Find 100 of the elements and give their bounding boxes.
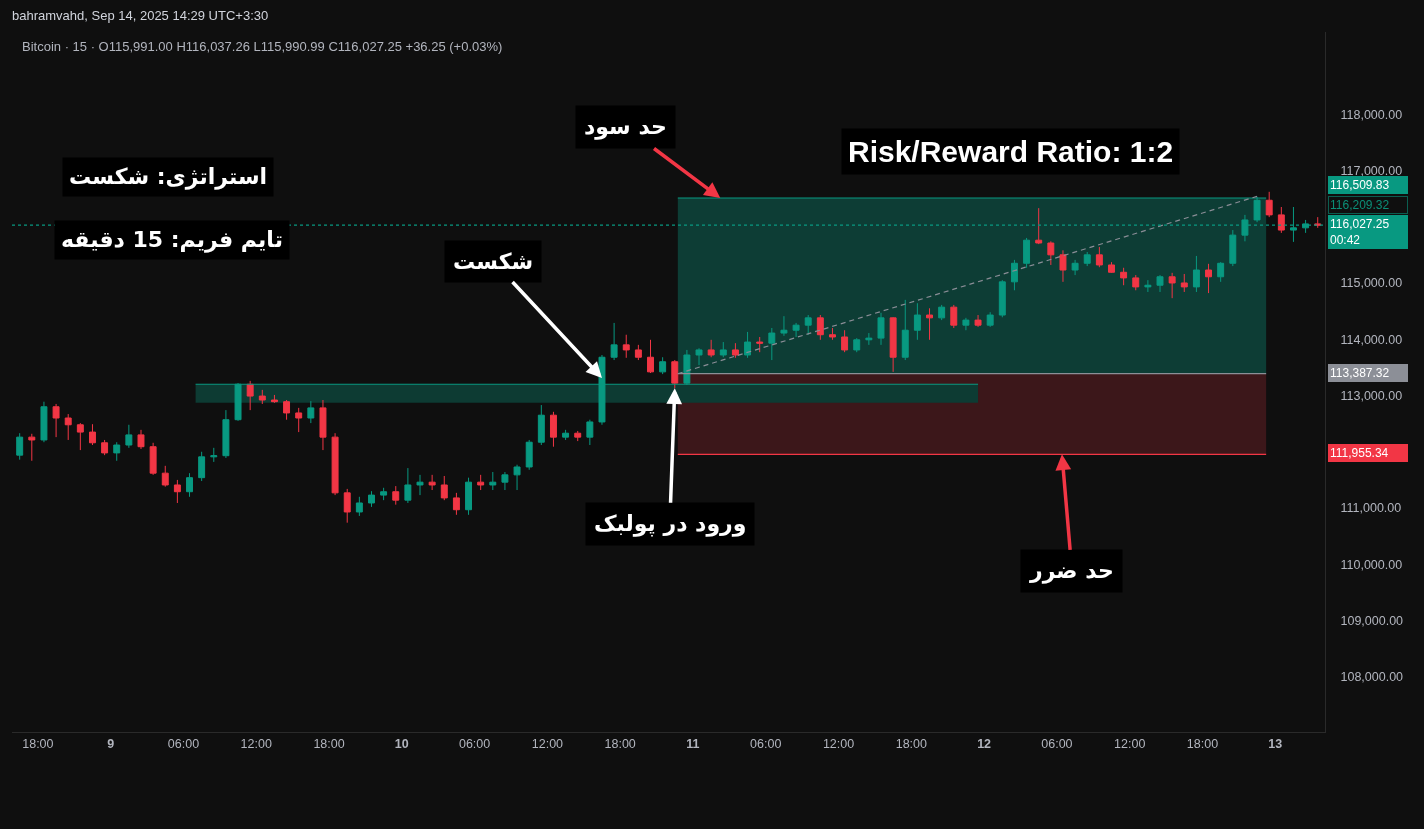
candlestick bbox=[1192, 255, 1200, 293]
annotation: استراتژی: شکست bbox=[69, 164, 268, 190]
candlestick bbox=[816, 314, 824, 341]
candlestick bbox=[525, 439, 533, 471]
x-tick-label: 06:00 bbox=[167, 737, 200, 751]
y-tick-label: 117,000.00 bbox=[1340, 163, 1403, 178]
annotation: شکست bbox=[453, 249, 534, 274]
candlestick bbox=[1277, 206, 1285, 234]
candlestick bbox=[1120, 267, 1128, 286]
x-tick-label: 13 bbox=[1268, 737, 1283, 751]
x-tick-label: 12 bbox=[977, 737, 992, 751]
candlestick bbox=[1168, 272, 1176, 299]
chart-title: bahramvahd, Sep 14, 2025 14:29 UTC+3:30 bbox=[12, 7, 269, 23]
candlestick bbox=[452, 492, 460, 516]
candlestick bbox=[1132, 274, 1140, 291]
candlestick bbox=[404, 467, 412, 504]
candlestick bbox=[610, 322, 618, 361]
candlestick bbox=[853, 337, 861, 353]
candlestick bbox=[465, 477, 473, 516]
candlestick bbox=[113, 441, 121, 462]
candlestick bbox=[756, 336, 764, 353]
candlestick bbox=[513, 464, 521, 491]
candlestick bbox=[804, 314, 812, 336]
x-tick-label: 12:00 bbox=[1114, 737, 1146, 751]
candlestick bbox=[549, 411, 557, 448]
candlestick bbox=[926, 307, 933, 341]
x-tick-label: 18:00 bbox=[895, 737, 928, 751]
candlestick bbox=[731, 342, 739, 359]
candlestick bbox=[647, 339, 654, 374]
candlestick bbox=[101, 439, 109, 456]
text: 116,509.83 bbox=[1330, 178, 1390, 192]
y-tick-label: 109,000.00 bbox=[1340, 613, 1404, 628]
candlestick bbox=[1180, 273, 1188, 293]
candlestick bbox=[1205, 263, 1213, 294]
annotation: تایم فریم: 15 دقیقه bbox=[61, 227, 283, 253]
text: 111,955.34 bbox=[1330, 446, 1389, 460]
y-tick-label: 110,000.00 bbox=[1340, 557, 1403, 572]
candlestick bbox=[1265, 191, 1273, 218]
candlestick bbox=[477, 474, 485, 491]
candlestick bbox=[368, 490, 375, 508]
candlestick bbox=[998, 279, 1006, 318]
candlestick bbox=[659, 356, 667, 375]
candlestick bbox=[671, 359, 679, 389]
candlestick bbox=[52, 403, 60, 438]
candlestick bbox=[1156, 274, 1164, 293]
candlestick bbox=[343, 488, 351, 524]
annotation: Risk/Reward Ratio: 1:2 bbox=[848, 135, 1174, 168]
candlestick bbox=[355, 496, 363, 517]
candlestick bbox=[501, 471, 509, 491]
candlestick bbox=[901, 299, 909, 361]
annotation: ورود در پولبک bbox=[594, 511, 747, 537]
candlestick bbox=[64, 413, 72, 441]
candlestick bbox=[792, 322, 800, 338]
x-tick-label: 12:00 bbox=[531, 737, 564, 751]
candlestick bbox=[428, 474, 436, 491]
x-tick-label: 10 bbox=[394, 737, 409, 751]
candlestick bbox=[695, 347, 703, 366]
candlestick bbox=[1047, 240, 1055, 266]
candlestick bbox=[270, 394, 278, 404]
x-tick-label: 12:00 bbox=[240, 737, 272, 751]
candlestick bbox=[137, 429, 145, 450]
candlestick bbox=[719, 341, 727, 358]
candlestick bbox=[1217, 261, 1225, 283]
candlestick bbox=[489, 471, 497, 491]
x-tick-label: 06:00 bbox=[750, 737, 782, 751]
candlestick bbox=[295, 407, 303, 433]
y-tick-label: 111,000.00 bbox=[1340, 501, 1402, 516]
candlestick bbox=[768, 327, 776, 361]
candlestick bbox=[380, 487, 388, 501]
candlestick bbox=[125, 424, 133, 449]
candlestick bbox=[222, 409, 230, 459]
text: 116,209.32 bbox=[1330, 198, 1390, 212]
candlestick bbox=[198, 451, 206, 482]
candlestick bbox=[331, 432, 339, 496]
candlestick bbox=[986, 311, 994, 328]
y-tick-label: 118,000.00 bbox=[1340, 107, 1403, 122]
candlestick bbox=[622, 334, 630, 359]
annotation: حد ضرر bbox=[1029, 558, 1114, 584]
candlestick bbox=[246, 380, 254, 411]
candlestick bbox=[829, 327, 836, 341]
candlestick bbox=[962, 317, 970, 331]
candlestick bbox=[841, 329, 849, 353]
x-tick-label: 12:00 bbox=[822, 737, 855, 751]
annotation: حد سود bbox=[584, 114, 667, 140]
candlestick bbox=[562, 429, 570, 441]
candlestick bbox=[974, 314, 982, 328]
y-tick-label: 108,000.00 bbox=[1340, 670, 1404, 685]
candlestick bbox=[1059, 249, 1067, 283]
candlestick bbox=[1314, 216, 1322, 229]
text: 113,387.32 bbox=[1330, 366, 1390, 380]
candlestick bbox=[877, 312, 885, 346]
candlestick bbox=[780, 315, 788, 337]
candlestick bbox=[950, 304, 958, 329]
x-tick-label: 06:00 bbox=[1041, 737, 1073, 751]
candlestick bbox=[634, 344, 642, 361]
candlestick bbox=[744, 331, 752, 359]
candlestick bbox=[938, 304, 946, 321]
x-tick-label: 18:00 bbox=[604, 737, 636, 751]
candlestick bbox=[1071, 259, 1079, 276]
x-tick-label: 11 bbox=[686, 737, 700, 751]
